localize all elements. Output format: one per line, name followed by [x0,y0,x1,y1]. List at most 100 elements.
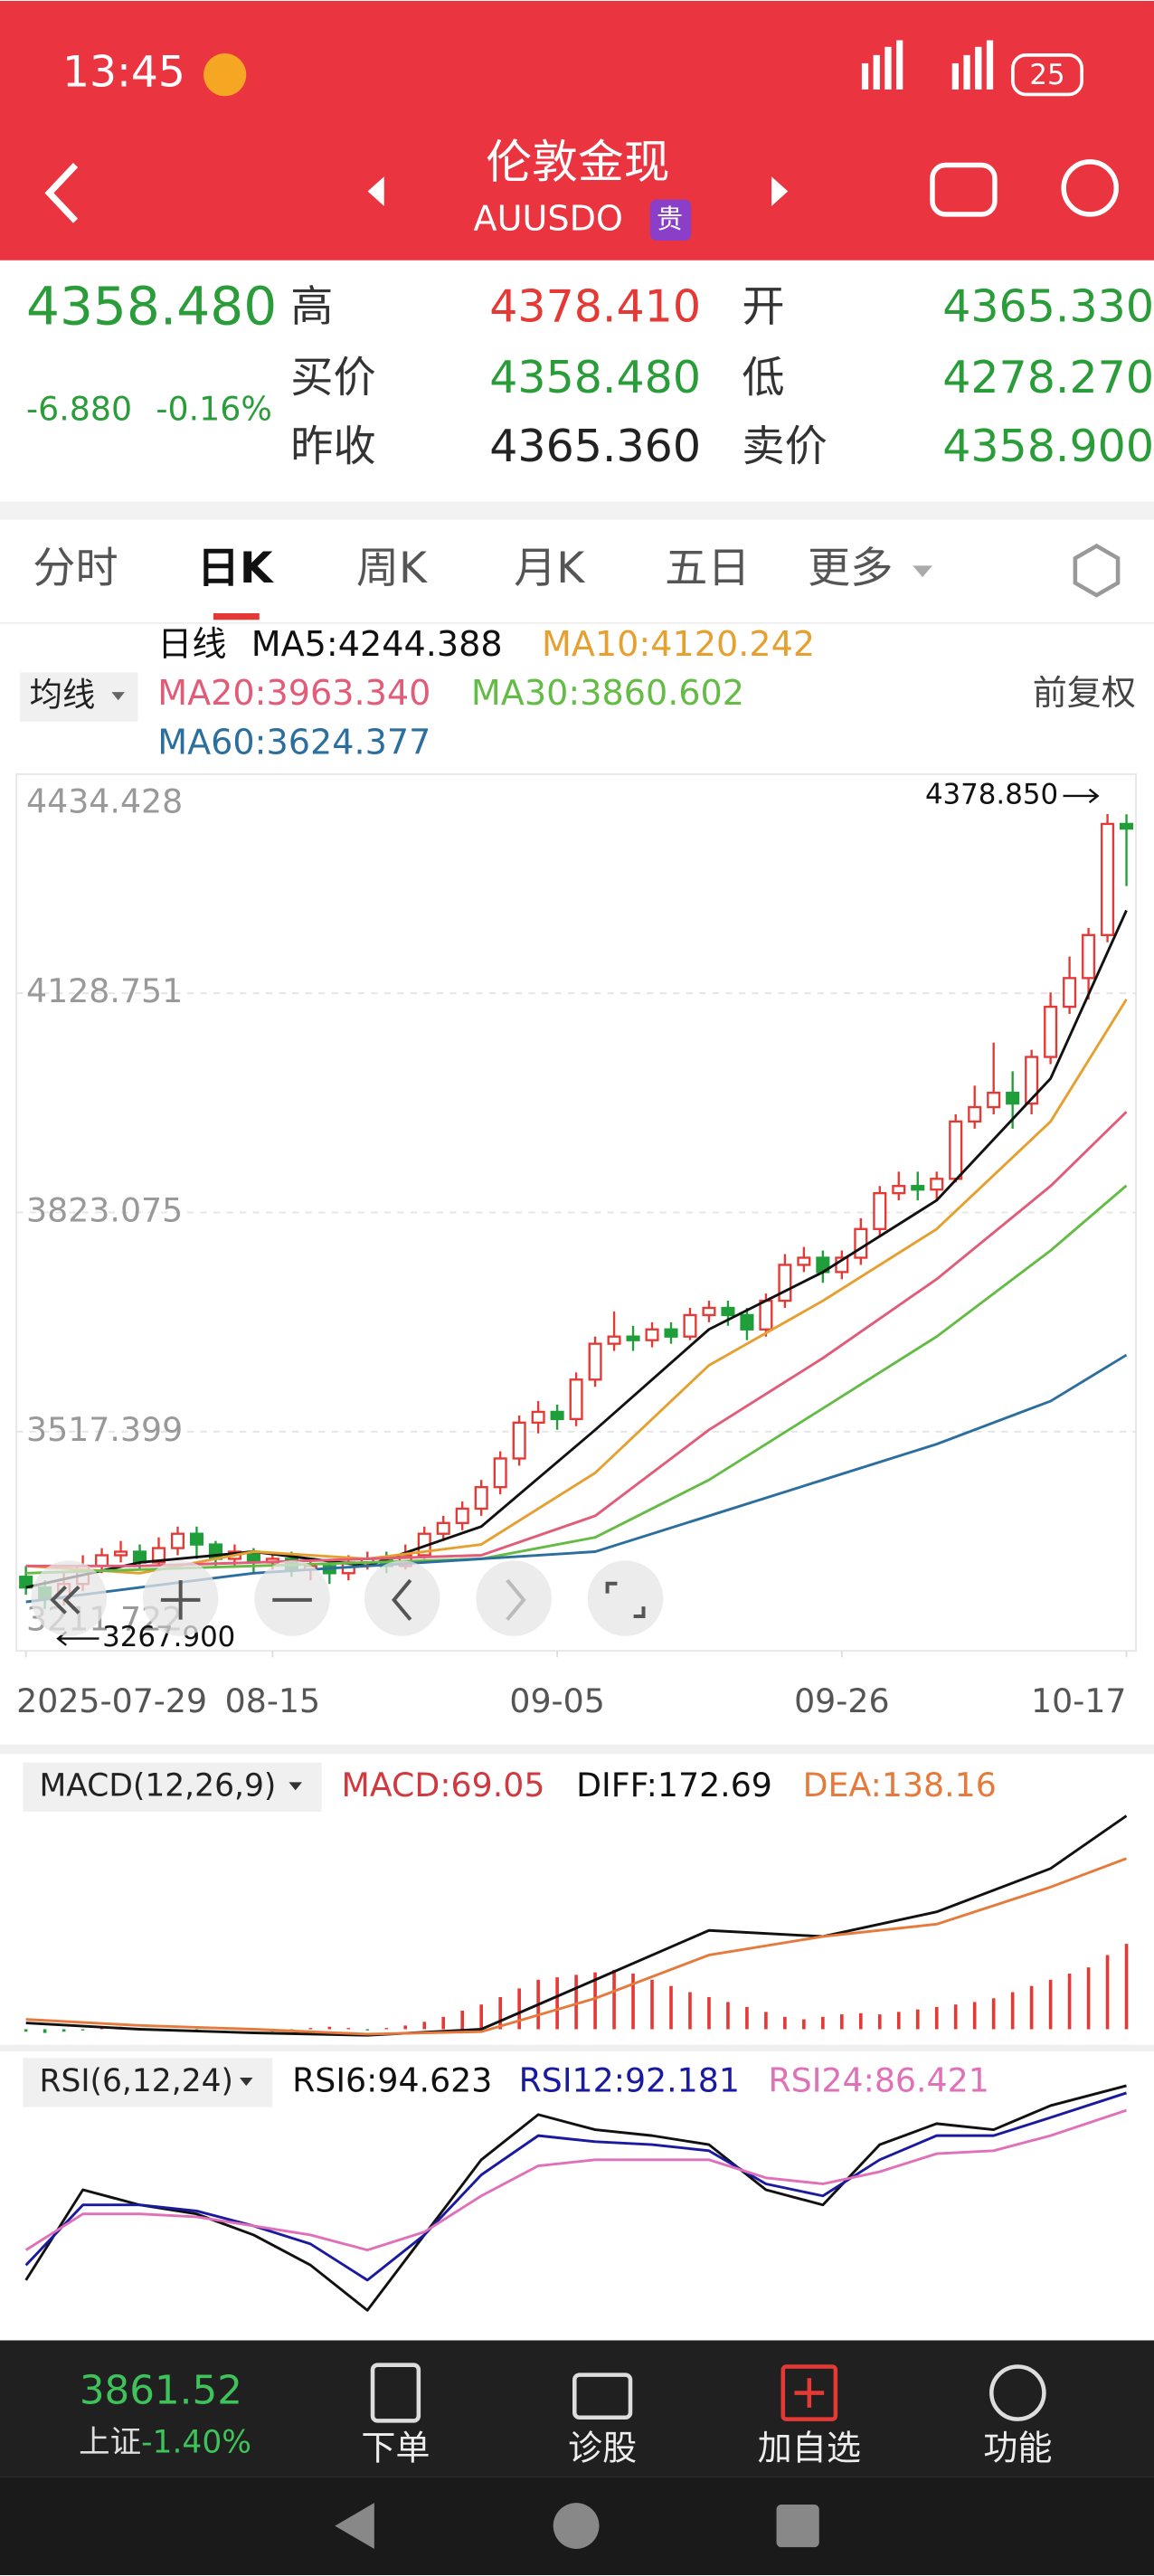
chart-control-icon [506,1578,526,1621]
candle-body [854,1227,868,1259]
tab-indicator [213,613,260,620]
separator [0,501,1154,520]
nav-item[interactable]: 诊股 [568,2429,637,2468]
candle-body [1063,977,1077,1009]
y-tick-label: 3823.075 [26,1191,183,1230]
signal [986,40,994,90]
candle-body [797,1256,811,1266]
ma-line [25,1353,1128,1604]
candle-body [949,1120,963,1180]
candle-body [436,1521,450,1535]
nav-home[interactable] [553,2503,600,2549]
y-tick-label: 3517.399 [26,1410,183,1449]
rsi-title[interactable]: RSI(6,12,24) [40,2063,233,2099]
index-name[interactable]: 上证 [79,2424,141,2460]
period-label: 日线 [157,624,226,664]
battery [1011,53,1083,97]
diagnose-icon [572,2372,633,2420]
candle-body [740,1313,754,1331]
candle-body [702,1306,716,1317]
chart-control[interactable] [587,1560,664,1636]
rsi-line [24,2091,1127,2282]
dropdown-arrow [913,565,932,578]
legend-item: MACD:69.05 [342,1766,545,1804]
candle-body [1101,822,1115,936]
nav-item[interactable]: 下单 [361,2429,430,2468]
nav-item[interactable]: 功能 [983,2429,1052,2468]
ma-line [25,1184,1128,1575]
x-tick-label: 09-26 [794,1681,889,1720]
symbol-code: AUUSDO [474,199,623,239]
chart-control[interactable] [476,1560,552,1636]
badge: 贵 [657,204,683,234]
macd-chart: MACD:69.05 DIFF:172.69 DEA:138.16 [24,1766,1129,2037]
period-tabs: 分时 日K 周K 月K 五日 更多 [33,544,932,593]
candle-body [626,1335,640,1341]
chart-control[interactable] [364,1560,440,1636]
status-icons [861,40,994,90]
candle-body [607,1335,621,1345]
nav-item[interactable]: 加自选 [758,2429,861,2468]
macd-selector-bg[interactable] [23,1762,322,1813]
back-button[interactable] [44,162,79,223]
candle-body [588,1342,602,1381]
legend-item: MA30:3860.602 [471,673,744,713]
legend-item: DIFF:172.69 [576,1766,772,1804]
search-button[interactable] [1061,159,1119,217]
prev-button[interactable] [367,176,384,206]
quote-value: 4365.330 [942,281,1154,333]
rsi-chart: RSI6:94.623 RSI12:92.181 RSI24:86.421 [24,2060,1127,2312]
signal [896,40,903,90]
order-icon [370,2363,421,2423]
tab[interactable]: 月K [514,544,585,593]
tab[interactable]: 五日 [665,544,750,593]
tab[interactable]: 日K [197,544,274,593]
status-time: 13:45 [62,48,185,98]
candle-body [930,1178,944,1191]
signal [873,54,880,90]
legend-item: RSI12:92.181 [519,2060,740,2099]
candle-body [645,1328,659,1341]
function-icon [989,2364,1046,2421]
y-tick-label: 4434.428 [26,782,183,821]
ma-selector[interactable]: 均线 [30,676,96,715]
chart-control-icon [50,1585,80,1615]
tab[interactable]: 更多 [808,544,893,593]
rsi-selector-bg[interactable] [23,2058,273,2107]
candle-body [911,1185,925,1191]
index-change[interactable]: -1.40% [141,2424,251,2460]
candle-body [189,1532,204,1546]
adjust-mode[interactable]: 前复权 [1033,673,1136,713]
x-tick-label: 10-17 [1031,1681,1126,1720]
app-icon [203,53,247,97]
next-button[interactable] [771,176,789,206]
add-watch-plus [794,2378,825,2408]
dropdown-arrow [240,2078,253,2087]
ma-line [25,999,1128,1575]
index-value[interactable]: 3861.52 [80,2369,242,2414]
quote-value: 4358.900 [942,421,1154,472]
price-change-pct: -0.16% [156,390,271,429]
signal [963,54,970,90]
nav-recent[interactable] [776,2504,819,2548]
settings-button[interactable] [1073,543,1121,598]
chart-control-icon [392,1578,412,1621]
y-tick-label: 4128.751 [26,971,183,1010]
x-tick-label: 08-15 [225,1681,320,1720]
candle-body [19,1576,33,1589]
macd-title[interactable]: MACD(12,26,9) [40,1767,277,1804]
ma-line [25,1111,1128,1567]
nav-back[interactable] [335,2503,374,2549]
candle-body [95,1554,109,1567]
candle-body [151,1547,166,1564]
tab[interactable]: 分时 [33,544,118,593]
candle-body [1082,933,1096,980]
quote-label: 买价 [290,353,375,402]
quote-value: 4358.480 [489,352,701,403]
signal [884,46,892,90]
tab[interactable]: 周K [356,544,428,593]
signal [975,46,982,90]
assistant-button[interactable] [930,162,998,217]
